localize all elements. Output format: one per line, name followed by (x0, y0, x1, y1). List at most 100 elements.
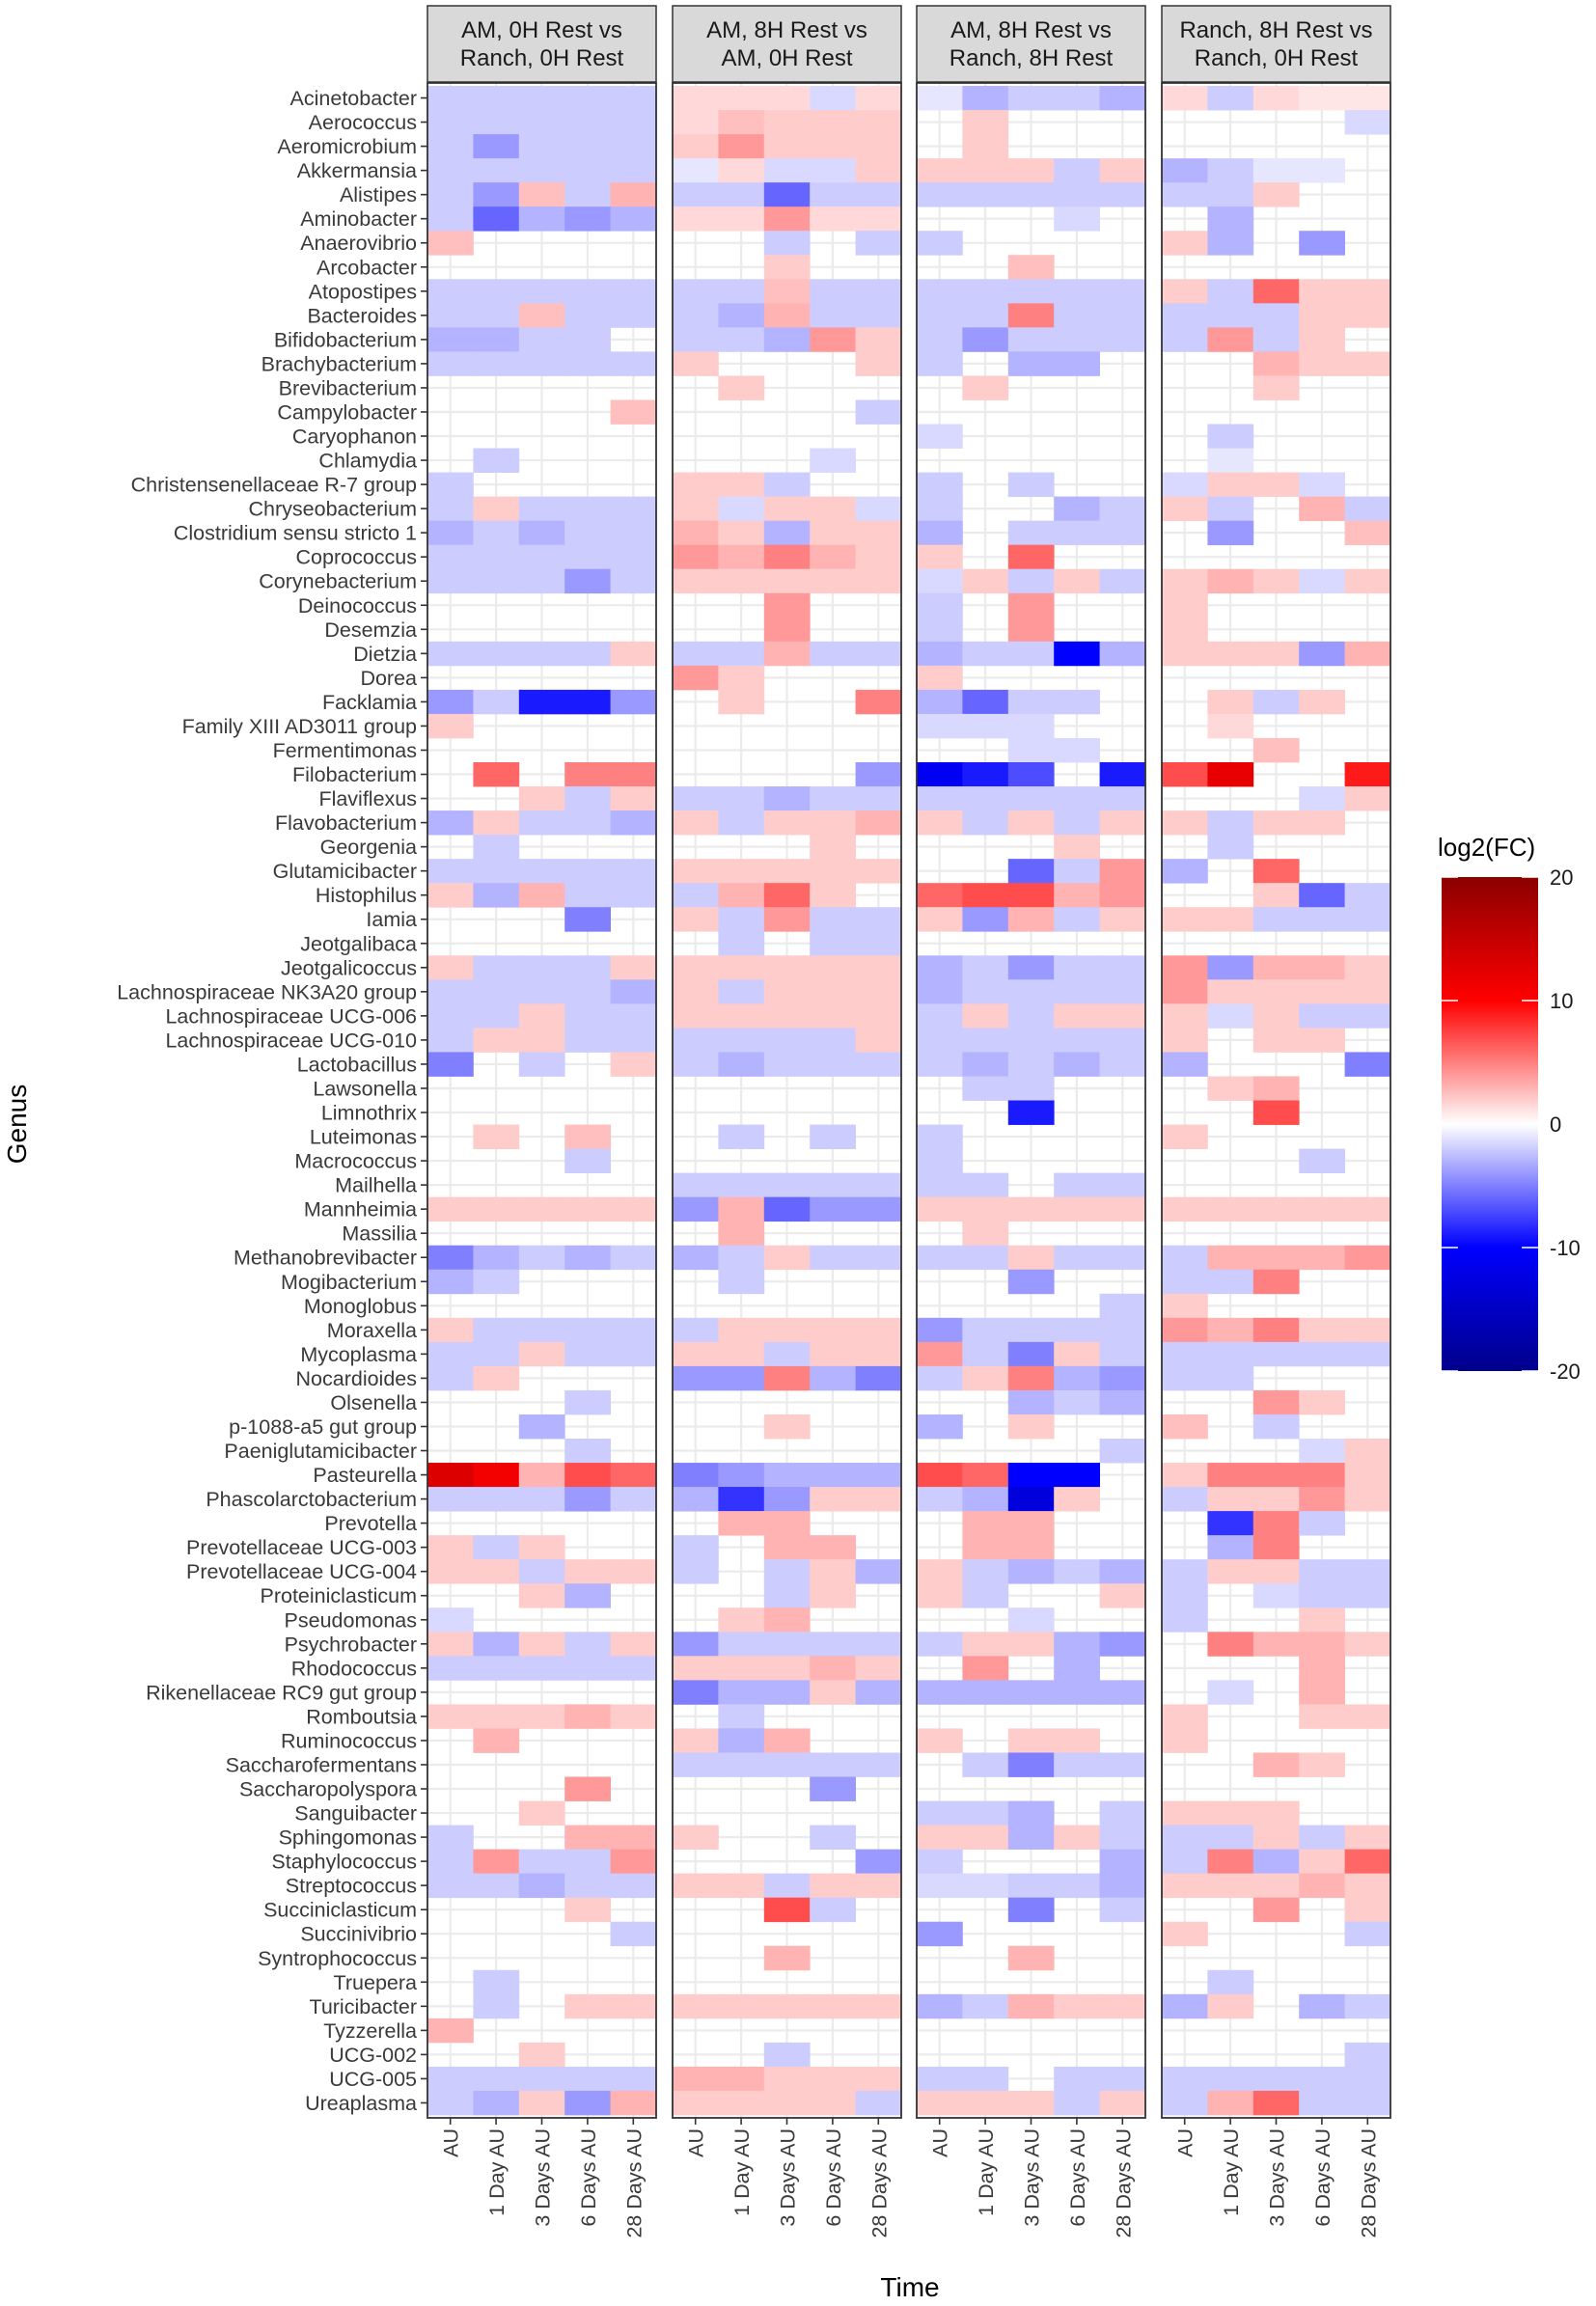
heatmap-cell (1299, 568, 1345, 594)
heatmap-cell (673, 1559, 719, 1584)
heatmap-cell (610, 303, 657, 328)
heatmap-cell (810, 1583, 856, 1608)
heatmap-cell (473, 279, 520, 304)
heatmap-cell (1299, 883, 1345, 908)
heatmap-cell (718, 1221, 765, 1247)
x-tick-label: 3 Days AU (532, 2128, 555, 2227)
heatmap-cell (427, 1632, 474, 1657)
heatmap-cell (610, 786, 657, 811)
heatmap-cell (810, 979, 856, 1004)
heatmap-cell (718, 1487, 765, 1512)
heatmap-cell (917, 1921, 963, 1947)
heatmap-cell (610, 1317, 657, 1343)
heatmap-cell (810, 641, 856, 667)
heatmap-cell (1054, 2066, 1100, 2092)
heatmap-cell (763, 1341, 811, 1367)
heatmap-cell (518, 303, 565, 328)
genus-label: Jeotgalibaca (300, 932, 417, 955)
heatmap-cell (427, 182, 474, 207)
heatmap-cell (473, 496, 520, 522)
heatmap-cell (855, 2066, 902, 2092)
heatmap-cell (427, 859, 474, 884)
heatmap-cell (564, 496, 611, 522)
heatmap-cell (1207, 689, 1254, 715)
heatmap-cell (1207, 1800, 1254, 1826)
heatmap-cell (473, 520, 520, 546)
heatmap-cell (473, 2066, 520, 2092)
heatmap-cell (610, 1873, 657, 1899)
genus-label: Prevotellaceae UCG-004 (186, 1560, 417, 1583)
heatmap-cell (1054, 810, 1100, 836)
heatmap-cell (718, 641, 765, 667)
heatmap-cell (917, 1487, 963, 1512)
heatmap-cell (1252, 2090, 1300, 2116)
heatmap-cell (564, 2090, 611, 2116)
heatmap-cell (1162, 1873, 1208, 1899)
genus-label: Family XIII AD3011 group (182, 715, 417, 738)
heatmap-cell (1299, 327, 1345, 352)
facet-panel: AM, 0H Rest vs Ranch, 0H Rest (427, 5, 657, 2119)
heatmap-cell (427, 1245, 474, 1271)
x-tick-label: 28 Days AU (1357, 2128, 1380, 2238)
genus-label: Phascolarctobacterium (206, 1488, 417, 1511)
heatmap-cell (1054, 979, 1100, 1004)
genus-label: Georgenia (320, 836, 417, 859)
heatmap-cell (518, 86, 565, 111)
genus-label: Pasteurella (313, 1464, 417, 1487)
genus-label: Massilia (342, 1222, 417, 1246)
heatmap-cell (518, 1583, 565, 1608)
heatmap-cell (673, 1365, 719, 1391)
heatmap-cell (1207, 1535, 1254, 1560)
heatmap-cell (1162, 1317, 1208, 1343)
heatmap-cell (962, 907, 1009, 932)
heatmap-cell (917, 1317, 963, 1343)
heatmap-cell (473, 1365, 520, 1391)
heatmap-cell (1162, 2090, 1208, 2116)
heatmap-cell (810, 279, 856, 304)
heatmap-cell (962, 1535, 1009, 1560)
heatmap-cell (1054, 303, 1100, 328)
heatmap-cell (763, 1752, 811, 1777)
heatmap-cell (1299, 1487, 1345, 1512)
heatmap-cell (1252, 1825, 1300, 1851)
heatmap-cell (962, 182, 1009, 207)
heatmap-cell (1252, 303, 1300, 328)
heatmap-cell (917, 182, 963, 207)
heatmap-cell (1252, 1389, 1300, 1415)
heatmap-cell (610, 1052, 657, 1077)
heatmap-cell (1299, 979, 1345, 1004)
heatmap-cell (1252, 883, 1300, 908)
heatmap-cell (564, 1776, 611, 1801)
heatmap-cell (1299, 1993, 1345, 2019)
heatmap-cell (564, 351, 611, 376)
heatmap-cell (1007, 1196, 1055, 1222)
heatmap-cell (1252, 1752, 1300, 1777)
heatmap-cell (427, 1873, 474, 1899)
heatmap-cell (1007, 1245, 1055, 1271)
heatmap-cell (810, 544, 856, 570)
genus-label: Saccharofermentans (226, 1753, 417, 1776)
heatmap-cell (1099, 859, 1146, 884)
heatmap-cell (855, 859, 902, 884)
genus-label: Pseudomonas (285, 1608, 417, 1632)
heatmap-cell (855, 955, 902, 980)
heatmap-cell (564, 1245, 611, 1271)
heatmap-cell (718, 955, 765, 980)
heatmap-cell (1344, 1487, 1391, 1512)
heatmap-cell (962, 689, 1009, 715)
genus-label: Bacteroides (307, 304, 417, 327)
heatmap-cell (917, 2090, 963, 2116)
genus-label: Succiniclasticum (263, 1899, 417, 1922)
heatmap-cell (1207, 955, 1254, 980)
heatmap-cell (473, 351, 520, 376)
heatmap-cell (427, 1341, 474, 1367)
heatmap-cell (855, 1003, 902, 1029)
heatmap-cell (564, 1487, 611, 1512)
heatmap-cell (1344, 1052, 1391, 1077)
heatmap-cell (1162, 568, 1208, 594)
genus-label: Streptococcus (286, 1875, 417, 1898)
heatmap-cell (427, 1052, 474, 1077)
genus-label: Desemzia (324, 618, 417, 642)
heatmap-cell (1252, 859, 1300, 884)
heatmap-cell (718, 1052, 765, 1077)
